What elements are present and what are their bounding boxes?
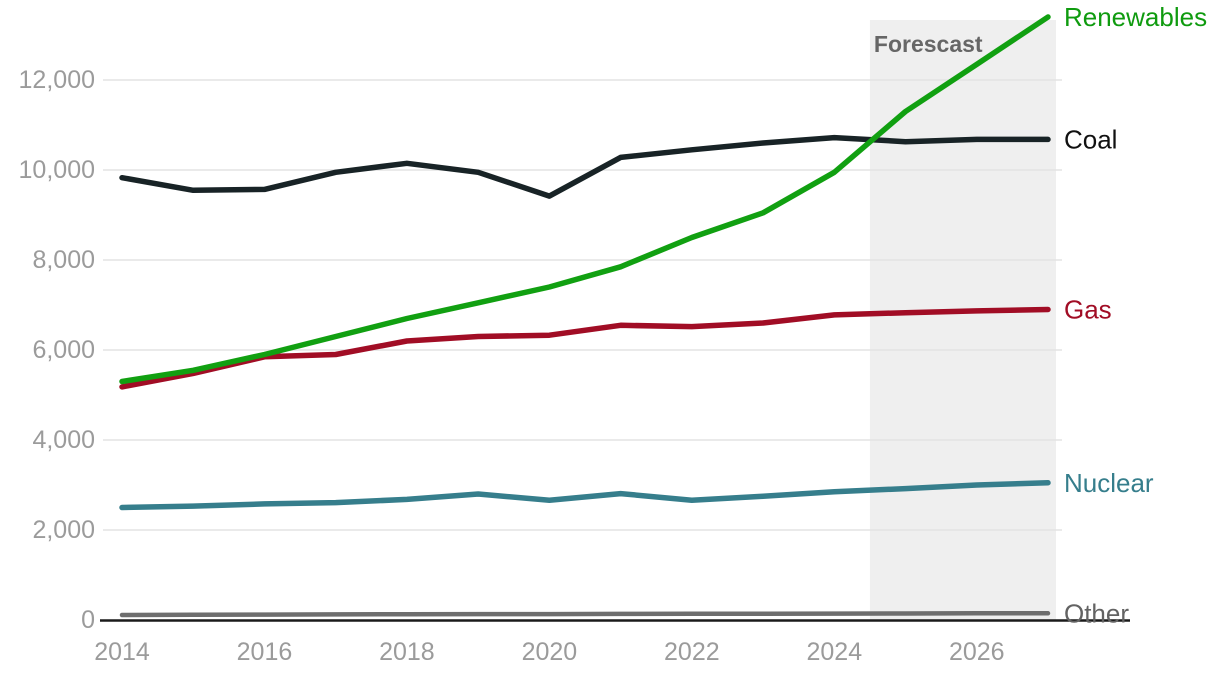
- x-tick-label: 2026: [949, 638, 1005, 666]
- y-tick-label: 8,000: [32, 246, 95, 274]
- forecast-band: [869, 20, 1056, 620]
- series-label-nuclear: Nuclear: [1064, 468, 1154, 498]
- y-tick-label: 0: [81, 606, 95, 634]
- y-tick-label: 12,000: [19, 66, 95, 94]
- y-tick-label: 10,000: [19, 156, 95, 184]
- x-tick-label: 2024: [806, 638, 862, 666]
- x-tick-label: 2020: [522, 638, 578, 666]
- x-tick-label: 2022: [664, 638, 720, 666]
- series-label-renewables: Renewables: [1064, 2, 1207, 32]
- x-tick-label: 2016: [237, 638, 293, 666]
- x-tick-label: 2018: [379, 638, 435, 666]
- forecast-label: Forescast: [874, 31, 983, 57]
- series-label-coal: Coal: [1064, 124, 1117, 154]
- series-line-other: [119, 611, 1051, 618]
- series-line-nuclear: [119, 480, 1051, 511]
- series-label-gas: Gas: [1064, 295, 1112, 325]
- series-line-renewables: [119, 14, 1051, 385]
- series-line-gas: [119, 306, 1051, 390]
- series-line-coal: [119, 134, 1051, 199]
- x-tick-label: 2014: [94, 638, 150, 666]
- y-tick-label: 4,000: [32, 426, 95, 454]
- series-label-other: Other: [1064, 598, 1129, 628]
- y-tick-label: 2,000: [32, 516, 95, 544]
- y-tick-label: 6,000: [32, 336, 95, 364]
